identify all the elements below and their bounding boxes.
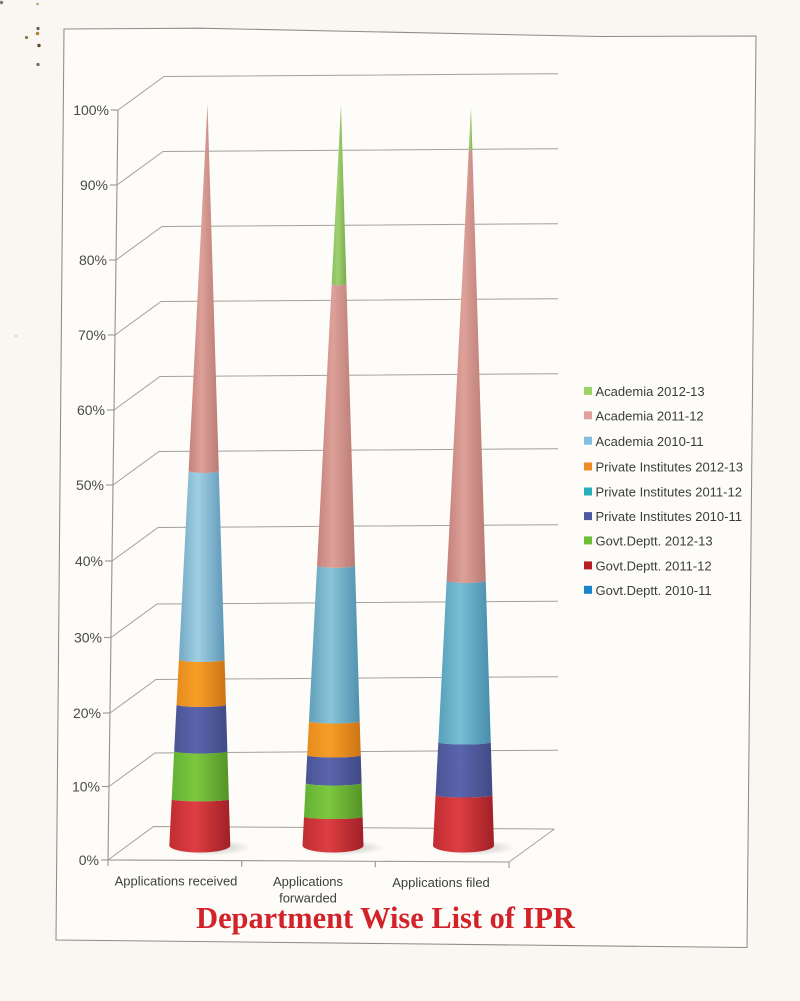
svg-text:0%: 0% xyxy=(79,852,99,868)
svg-text:Applications filed: Applications filed xyxy=(392,875,490,890)
svg-text:Private Institutes 2012-13: Private Institutes 2012-13 xyxy=(596,460,743,475)
svg-text:70%: 70% xyxy=(78,327,106,343)
svg-text:Academia 2012-13: Academia 2012-13 xyxy=(596,384,705,399)
svg-text:Private Institutes 2011-12: Private Institutes 2011-12 xyxy=(596,485,742,500)
svg-text:forwarded: forwarded xyxy=(279,891,337,906)
svg-text:Academia 2011-12: Academia 2011-12 xyxy=(596,408,704,423)
svg-text:Private Institutes 2010-11: Private Institutes 2010-11 xyxy=(596,509,742,524)
svg-text:Academia 2010-11: Academia 2010-11 xyxy=(596,434,704,449)
svg-text:Applications: Applications xyxy=(273,874,344,889)
svg-text:30%: 30% xyxy=(74,630,102,646)
svg-text:100%: 100% xyxy=(73,102,109,118)
svg-text:20%: 20% xyxy=(73,705,101,721)
svg-text:Govt.Deptt. 2012-13: Govt.Deptt. 2012-13 xyxy=(596,534,713,549)
svg-text:80%: 80% xyxy=(79,252,107,268)
svg-text:50%: 50% xyxy=(76,477,104,493)
svg-text:Govt.Deptt. 2010-11: Govt.Deptt. 2010-11 xyxy=(596,583,712,598)
svg-text:10%: 10% xyxy=(72,779,100,795)
svg-text:60%: 60% xyxy=(77,402,105,418)
svg-text:Govt.Deptt. 2011-12: Govt.Deptt. 2011-12 xyxy=(596,559,712,574)
svg-text:40%: 40% xyxy=(75,553,103,569)
svg-text:90%: 90% xyxy=(80,177,108,193)
svg-text:Applications received: Applications received xyxy=(115,874,238,889)
svg-text:Department Wise List of IPR: Department Wise List of IPR xyxy=(196,901,576,935)
